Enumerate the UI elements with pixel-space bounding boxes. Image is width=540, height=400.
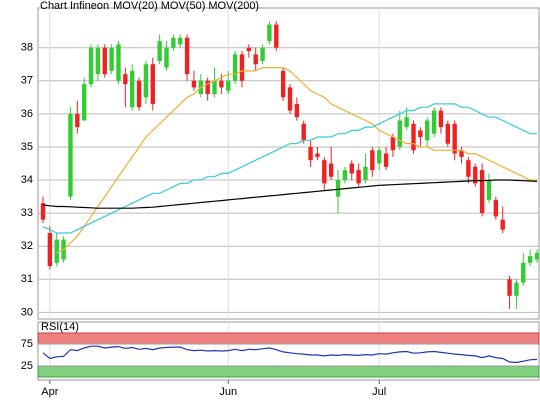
candle-body xyxy=(390,137,396,151)
candle-body xyxy=(81,84,87,121)
moving-average-line xyxy=(42,179,538,209)
candle-body xyxy=(267,24,272,42)
candle-body xyxy=(459,150,464,157)
candle-body xyxy=(171,37,176,48)
candle-body xyxy=(452,123,457,154)
candle-body xyxy=(479,170,485,214)
candle-body xyxy=(322,160,327,184)
candle-body xyxy=(411,123,416,151)
candle-body xyxy=(40,203,46,220)
candle-body xyxy=(212,80,217,95)
moving-average-line xyxy=(42,103,537,234)
candle-body xyxy=(287,87,293,111)
candle-body xyxy=(383,153,389,167)
y-tick-label: 36 xyxy=(21,108,33,120)
y-tick-label: 32 xyxy=(21,240,33,252)
rsi-tick-label: 25 xyxy=(21,360,33,372)
candle-body xyxy=(232,54,238,81)
candle-body xyxy=(425,120,430,141)
candle-body xyxy=(349,163,354,174)
candle-body xyxy=(473,166,478,184)
legend-entry: MOV(200) xyxy=(208,0,259,12)
candle-body xyxy=(178,37,183,45)
candle-body xyxy=(342,170,348,181)
x-tick-label: Jul xyxy=(372,386,386,398)
candle-body xyxy=(370,150,375,171)
candle-body xyxy=(308,146,313,161)
rsi-line xyxy=(42,345,538,364)
candle-body xyxy=(445,123,451,144)
candle-body xyxy=(280,70,286,98)
candle-body xyxy=(418,130,423,138)
y-tick-label: 31 xyxy=(21,273,33,285)
candle-body xyxy=(500,219,505,230)
candle-body xyxy=(335,180,341,197)
candle-body xyxy=(219,80,224,88)
y-tick-label: 38 xyxy=(21,42,33,54)
candle-body xyxy=(68,113,73,197)
y-tick-label: 37 xyxy=(21,75,33,87)
candle-body xyxy=(527,256,533,263)
candle-body xyxy=(164,47,169,68)
candle-body xyxy=(438,110,444,128)
candle-body xyxy=(363,166,368,181)
price-panel xyxy=(37,7,540,320)
candle-body xyxy=(507,279,512,296)
candle-body xyxy=(397,120,402,147)
candle-body xyxy=(534,252,540,260)
candle-body xyxy=(301,123,306,141)
y-tick-label: 34 xyxy=(21,174,33,186)
candle-body xyxy=(150,64,155,104)
candle-body xyxy=(123,74,128,85)
candle-body xyxy=(431,110,437,134)
candle-body xyxy=(191,80,197,88)
y-tick-label: 30 xyxy=(21,306,33,318)
y-tick-label: 35 xyxy=(21,141,33,153)
y-tick-label: 33 xyxy=(21,207,33,219)
candle-body xyxy=(88,47,94,85)
candle-body xyxy=(356,170,361,184)
candle-body xyxy=(294,103,300,118)
candle-body xyxy=(274,24,279,48)
candle-body xyxy=(253,54,258,65)
candle-body xyxy=(47,232,53,267)
candle-body xyxy=(328,163,334,177)
candle-body xyxy=(521,262,526,283)
candle-body xyxy=(129,70,135,108)
x-tick-label: Jun xyxy=(219,386,237,398)
candle-body xyxy=(205,80,210,95)
candle-body xyxy=(143,64,149,98)
candle-body xyxy=(136,80,142,108)
candle-body xyxy=(486,180,492,200)
candle-body xyxy=(514,282,519,296)
candle-body xyxy=(116,44,121,81)
chart-title: Chart Infineon xyxy=(40,0,109,12)
candle-body xyxy=(376,150,382,164)
legend: Chart Infineon MOV(20) MOV(50) MOV(200) xyxy=(40,0,259,12)
rsi-title: RSI(14) xyxy=(41,321,79,333)
candle-body xyxy=(226,80,231,91)
moving-average-line xyxy=(56,67,537,254)
x-tick-label: Apr xyxy=(41,386,58,398)
rsi-lower-band xyxy=(37,365,540,378)
candle-body xyxy=(404,117,409,128)
candle-body xyxy=(315,153,320,157)
candle-body xyxy=(95,47,101,75)
candle-body xyxy=(260,47,265,61)
candle-body xyxy=(157,41,162,61)
rsi-upper-band xyxy=(37,332,540,345)
rsi-tick-label: 75 xyxy=(21,338,33,350)
candle-body xyxy=(54,239,59,263)
candle-body xyxy=(246,47,252,52)
candle-body xyxy=(466,160,471,177)
candle-body xyxy=(239,54,245,81)
candle-body xyxy=(102,47,107,75)
candle-body xyxy=(75,113,80,128)
legend-entry: MOV(20) xyxy=(113,0,158,12)
candle-body xyxy=(184,37,190,75)
candle-body xyxy=(109,47,114,71)
candle-body xyxy=(493,199,499,217)
legend-entry: MOV(50) xyxy=(161,0,206,12)
